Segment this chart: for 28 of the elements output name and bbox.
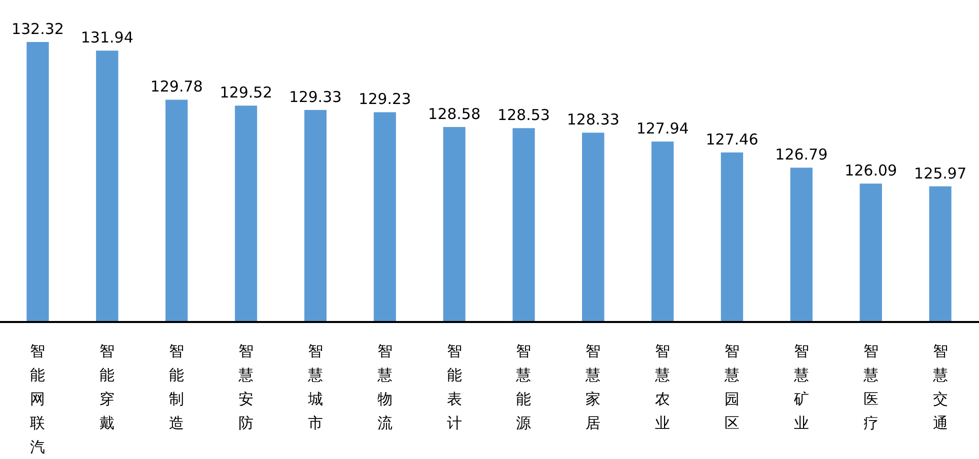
data-label: 131.94 (80, 28, 134, 47)
x-tick-label: 智慧矿业 (792, 342, 809, 432)
data-label: 132.32 (11, 20, 64, 38)
data-label: 129.23 (358, 90, 412, 108)
data-label: 129.52 (220, 84, 272, 102)
data-label: 126.79 (775, 146, 828, 164)
data-label: 128.58 (428, 105, 481, 123)
x-tick-label: 智慧能源 (515, 342, 532, 432)
x-tick-label: 智慧物流 (376, 342, 392, 432)
data-label: 127.94 (636, 120, 689, 138)
x-tick-label: 智慧交通 (932, 342, 948, 432)
data-label: 128.33 (566, 110, 620, 129)
data-label: 128.53 (497, 106, 550, 124)
x-tick-label: 智能网联汽 (30, 342, 46, 456)
data-label: 126.09 (844, 162, 898, 180)
data-label: 127.46 (706, 130, 758, 148)
x-tick-label: 智慧安防 (238, 342, 254, 432)
x-tick-label: 智慧园区 (724, 342, 740, 432)
x-tick-label: 智能表计 (446, 342, 462, 432)
x-tick-label: 智慧农业 (654, 342, 670, 432)
x-tick-label: 智慧城市 (306, 342, 323, 432)
data-label: 129.33 (289, 88, 342, 106)
x-tick-label: 智能穿戴 (100, 342, 115, 432)
data-label: 129.78 (150, 78, 203, 96)
data-label: 125.97 (914, 164, 967, 182)
x-tick-label: 智慧家居 (584, 342, 601, 432)
x-tick-label: 智慧医疗 (862, 342, 878, 432)
x-tick-label: 智能制造 (169, 342, 184, 432)
